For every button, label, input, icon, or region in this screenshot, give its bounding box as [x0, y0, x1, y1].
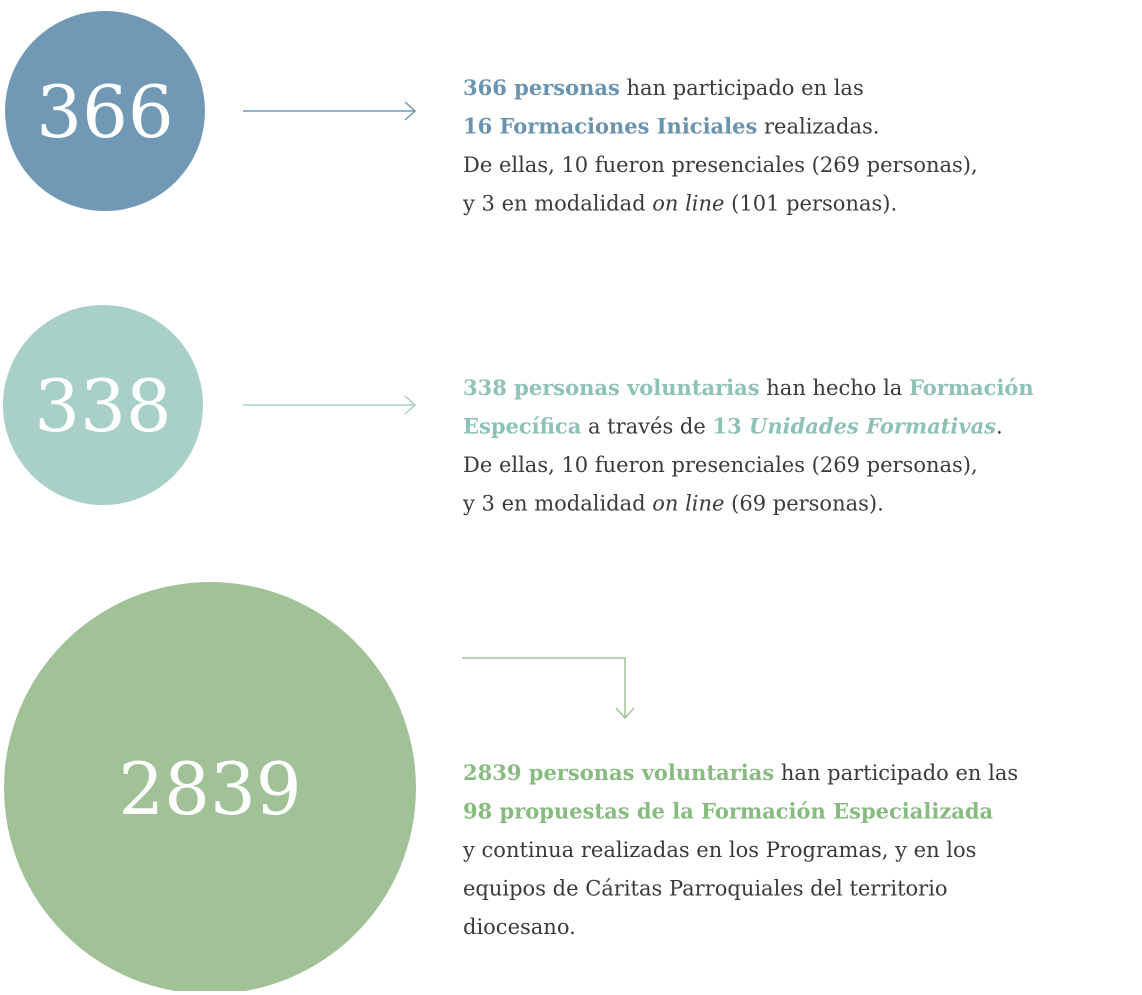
text-line: 338 personas voluntarias han hecho la Fo… — [463, 375, 1034, 400]
number-circle — [5, 11, 205, 211]
text-line: De ellas, 10 fueron presenciales (269 pe… — [463, 153, 978, 177]
text-span: (69 personas). — [724, 492, 883, 516]
highlight: on line — [652, 492, 724, 516]
text-span: han participado en las — [620, 76, 864, 100]
text-span: realizadas. — [757, 115, 879, 139]
text-span: equipos de Cáritas Parroquiales del terr… — [463, 877, 948, 901]
circle-number: 366 — [36, 70, 173, 154]
highlight: Formación — [909, 375, 1034, 400]
arrow-head — [404, 395, 417, 415]
text-line: y 3 en modalidad on line (69 personas). — [462, 492, 884, 516]
text-span: han participado en las — [774, 761, 1018, 785]
highlight: 366 personas — [463, 75, 620, 100]
highlight: 16 Formaciones Iniciales — [463, 114, 757, 139]
text-line: y 3 en modalidad on line (101 personas). — [462, 192, 897, 216]
highlight: on line — [652, 192, 724, 216]
text-span: diocesano. — [463, 915, 576, 939]
arrow-head — [404, 101, 417, 121]
highlight: 2839 personas voluntarias — [463, 760, 774, 785]
text-line: 16 Formaciones Iniciales realizadas. — [463, 114, 879, 139]
text-line: diocesano. — [463, 915, 576, 939]
arrow — [462, 657, 626, 718]
highlight: Específica — [463, 414, 582, 439]
text-span: y 3 en modalidad — [462, 492, 652, 516]
text-span: De ellas, 10 fueron presenciales (269 pe… — [463, 453, 978, 477]
text-span: De ellas, 10 fueron presenciales (269 pe… — [463, 153, 978, 177]
text-line: 366 personas han participado en las — [463, 75, 864, 100]
text-line: y continua realizadas en los Programas, … — [462, 838, 976, 862]
text-span: . — [996, 415, 1003, 439]
highlight: Unidades Formativas — [749, 414, 996, 439]
number-circle — [4, 582, 416, 994]
text-span: (101 personas). — [724, 192, 897, 216]
text-span: y 3 en modalidad — [462, 192, 652, 216]
highlight: 98 propuestas de la Formación Especializ… — [463, 799, 994, 824]
text-span: han hecho la — [760, 376, 909, 400]
circle-number: 338 — [34, 364, 171, 448]
number-circle — [3, 305, 203, 505]
text-line: De ellas, 10 fueron presenciales (269 pe… — [463, 453, 978, 477]
text-line: 2839 personas voluntarias han participad… — [463, 760, 1018, 785]
highlight: 13 — [712, 414, 749, 439]
text-line: Específica a través de 13 Unidades Forma… — [463, 414, 1003, 439]
highlight: 338 personas voluntarias — [463, 375, 760, 400]
circle-number: 2839 — [118, 747, 301, 831]
text-line: 98 propuestas de la Formación Especializ… — [463, 799, 994, 824]
text-span: a través de — [581, 415, 712, 439]
arrow-head — [615, 707, 635, 720]
text-span: y continua realizadas en los Programas, … — [462, 838, 976, 862]
text-line: equipos de Cáritas Parroquiales del terr… — [463, 877, 948, 901]
